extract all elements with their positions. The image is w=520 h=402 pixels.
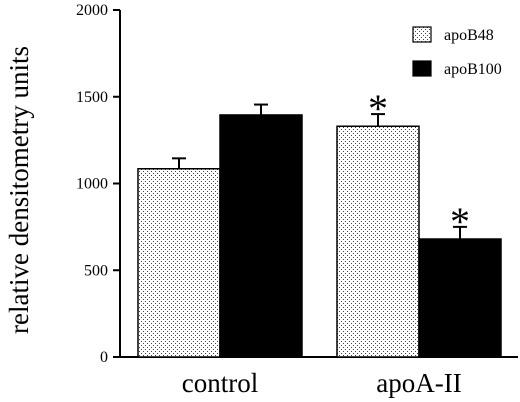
axis-labels: relative densitometry units	[4, 46, 34, 334]
legend-label-apob100: apoB100	[444, 61, 502, 78]
y-tick-label: 500	[84, 262, 108, 279]
y-tick-label: 1500	[76, 89, 108, 106]
axes: 0 500 1000 1500 2000 control apoA-II	[76, 2, 518, 398]
legend: apoB48 apoB100	[412, 26, 502, 78]
y-axis-label: relative densitometry units	[4, 46, 34, 334]
bar-apob48-control	[137, 168, 221, 358]
legend-swatch-apob100	[412, 60, 432, 77]
x-category-label: apoA-II	[376, 368, 461, 398]
bar-apob100-apoa-ii	[418, 238, 502, 358]
y-tick-label: 1000	[76, 176, 108, 193]
significance-asterisk: *	[368, 86, 388, 131]
bars: **	[137, 86, 502, 358]
significance-asterisk: *	[450, 199, 470, 244]
bar-apob48-apoa-ii	[336, 125, 420, 358]
x-category-label: control	[182, 368, 258, 398]
y-tick-label: 0	[100, 349, 108, 366]
legend-swatch-apob48	[412, 26, 432, 43]
bar-apob100-control	[219, 114, 303, 358]
legend-label-apob48: apoB48	[444, 27, 494, 44]
y-tick-label: 2000	[76, 2, 108, 19]
